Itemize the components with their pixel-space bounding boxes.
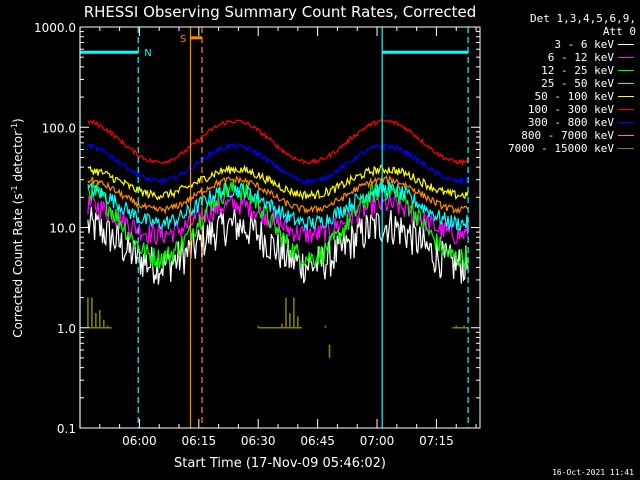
y-axis-label-part2: detector bbox=[11, 131, 25, 186]
series-line-3 bbox=[87, 179, 469, 232]
legend-label: 12 - 25 keV bbox=[541, 64, 614, 77]
x-tick-label-0: 06:00 bbox=[122, 434, 157, 448]
y-tick-label-4: 1000.0 bbox=[34, 21, 76, 35]
legend-swatch bbox=[618, 109, 634, 110]
legend-item: 50 - 100 keV bbox=[484, 90, 636, 103]
legend-item: 7000 - 15000 keV bbox=[484, 142, 636, 155]
series-line-4 bbox=[87, 164, 469, 201]
y-tick-label-0: 0.1 bbox=[57, 422, 76, 436]
legend-item: 100 - 300 keV bbox=[484, 103, 636, 116]
legend-label: 3 - 6 keV bbox=[554, 38, 614, 51]
y-axis-label-part1: Corrected Count Rate (s bbox=[11, 193, 25, 337]
legend-swatch bbox=[618, 148, 634, 149]
y-tick-label-2: 10.0 bbox=[49, 222, 76, 236]
legend-label: 50 - 100 keV bbox=[534, 90, 614, 103]
legend-swatch bbox=[618, 44, 634, 45]
legend-label: 300 - 800 keV bbox=[527, 116, 614, 129]
legend: Det 1,3,4,5,6,9, Att 0 3 - 6 keV 6 - 12 k… bbox=[484, 12, 636, 155]
y-axis-label-sup2: -1 bbox=[10, 123, 19, 131]
legend-label: 100 - 300 keV bbox=[527, 103, 614, 116]
series-line-6 bbox=[87, 141, 469, 186]
chart-title: RHESSI Observing Summary Count Rates, Co… bbox=[84, 3, 477, 21]
y-tick-label-3: 100.0 bbox=[42, 121, 76, 135]
x-tick-label-5: 07:15 bbox=[419, 434, 454, 448]
x-tick-label-2: 06:30 bbox=[241, 434, 276, 448]
y-axis-label: Corrected Count Rate (s-1 detector-1) bbox=[10, 118, 25, 337]
x-axis-label: Start Time (17-Nov-09 05:46:02) bbox=[174, 456, 386, 471]
legend-swatch bbox=[618, 122, 634, 123]
legend-swatch bbox=[618, 96, 634, 97]
legend-item: 12 - 25 keV bbox=[484, 64, 636, 77]
legend-label: 6 - 12 keV bbox=[547, 51, 614, 64]
legend-item: 3 - 6 keV bbox=[484, 38, 636, 51]
axes-layer: 0.1 1.0 10.0 100.0 1000.0 06:00 06:15 06:30 06:4… bbox=[34, 21, 481, 448]
legend-item: 300 - 800 keV bbox=[484, 116, 636, 129]
legend-header-detectors: Det 1,3,4,5,6,9, bbox=[530, 12, 636, 25]
y-axis-label-part3: ) bbox=[11, 118, 25, 123]
series-line-1 bbox=[87, 192, 469, 246]
series-layer bbox=[87, 118, 469, 358]
generated-timestamp: 16-Oct-2021 11:41 bbox=[552, 468, 634, 477]
series-line-7 bbox=[87, 174, 469, 215]
x-tick-label-1: 06:15 bbox=[182, 434, 217, 448]
legend-label: 800 - 7000 keV bbox=[521, 129, 614, 142]
x-tick-label-3: 06:45 bbox=[300, 434, 335, 448]
legend-label: 7000 - 15000 keV bbox=[508, 142, 614, 155]
legend-swatch bbox=[618, 70, 634, 71]
legend-item: 25 - 50 keV bbox=[484, 77, 636, 90]
legend-swatch bbox=[618, 83, 634, 84]
legend-swatch bbox=[618, 135, 634, 136]
y-axis-label-sup1: -1 bbox=[10, 185, 19, 193]
legend-item: 6 - 12 keV bbox=[484, 51, 636, 64]
legend-rows: 3 - 6 keV 6 - 12 keV 12 - 25 keV 25 - 50 ke… bbox=[484, 38, 636, 155]
series-line-0 bbox=[87, 206, 469, 285]
flag-label-0: N bbox=[144, 48, 151, 59]
legend-swatch bbox=[618, 57, 634, 58]
legend-header-attenuator: Att 0 bbox=[602, 25, 636, 38]
legend-item: 800 - 7000 keV bbox=[484, 129, 636, 142]
y-tick-label-1: 1.0 bbox=[57, 322, 76, 336]
x-tick-label-4: 07:00 bbox=[360, 434, 395, 448]
legend-label: 25 - 50 keV bbox=[541, 77, 614, 90]
series-line-5 bbox=[87, 118, 469, 166]
flag-label-1: S bbox=[180, 34, 186, 45]
